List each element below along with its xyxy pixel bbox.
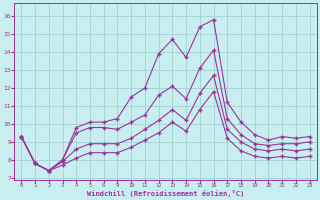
X-axis label: Windchill (Refroidissement éolien,°C): Windchill (Refroidissement éolien,°C) <box>87 190 244 197</box>
